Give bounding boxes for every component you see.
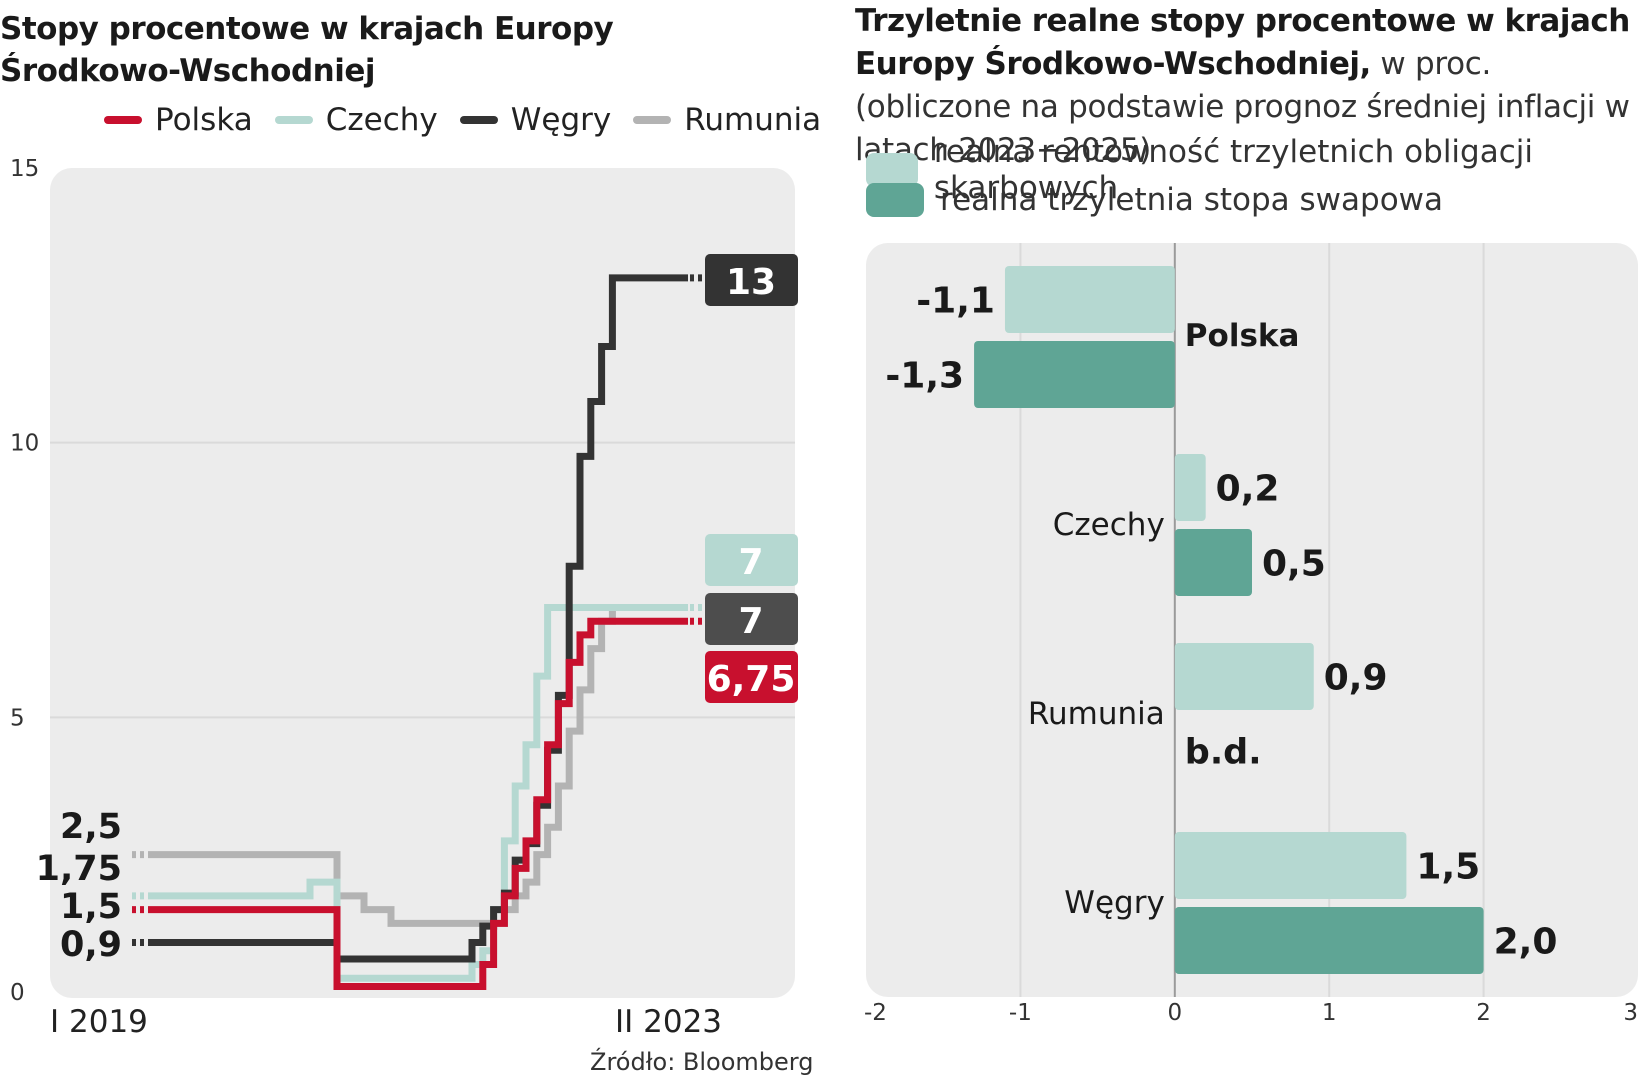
series-line-czechy: [148, 603, 688, 982]
left-gridlines: [50, 441, 795, 719]
category-label-polska: Polska: [1185, 318, 1300, 354]
left-y-tick: 15: [10, 156, 39, 182]
right-chart-title: Trzyletnie realne stopy procentowe w kra…: [855, 0, 1643, 172]
legend-label-wegry: Węgry: [510, 102, 612, 138]
legend-label-rumunia: Rumunia: [684, 102, 822, 138]
right-plot-background: [866, 243, 1638, 997]
right-legend-swatch-obligacje: [866, 153, 918, 187]
left-chart-title: Stopy procentowe w krajach Europy Środko…: [0, 8, 800, 92]
no-data-label: b.d.: [1185, 733, 1262, 773]
bar-węgry-swap: [1174, 907, 1484, 974]
right-title-normal: w proc. (obliczone na podstawie prognoz …: [855, 46, 1630, 168]
left-y-tick: 5: [10, 705, 25, 731]
left-y-tick: 10: [10, 431, 39, 457]
bar-value-label: -1,3: [885, 356, 964, 397]
legend-item-polska: Polska: [104, 102, 253, 138]
bar-węgry-obligacje: [1174, 832, 1407, 899]
left-y-tick: 0: [10, 980, 25, 1006]
x-label-end: II 2023: [615, 1004, 722, 1040]
left-title-line2: Środkowo-Wschodniej: [0, 53, 376, 89]
end-value-badge: 7: [705, 593, 798, 645]
legend-label-polska: Polska: [155, 102, 253, 138]
end-value-text: 7: [738, 601, 763, 642]
legend-swatch-rumunia: [633, 116, 672, 124]
end-value-text: 13: [726, 262, 776, 303]
start-value-label: 1,75: [36, 849, 122, 889]
start-value-label: 1,5: [60, 887, 122, 927]
end-value-badge: 6,75: [705, 651, 798, 703]
right-x-tick: 3: [1623, 1000, 1638, 1026]
legend-swatch-polska: [104, 116, 142, 124]
end-value-badge: 7: [705, 534, 798, 586]
right-x-ticks: -2 -1 0 1 2 3: [864, 1000, 1638, 1026]
right-legend-swatch-swap: [866, 183, 924, 217]
right-bars-group: -1,1 -1,3 0,2 0,5 0,9 b.d. 1,5 2,0: [885, 266, 1557, 974]
left-y-ticks: 15 10 5 0: [10, 156, 39, 1006]
bar-rumunia-obligacje: [1174, 643, 1314, 710]
category-label-czechy: Czechy: [1053, 507, 1165, 543]
legend-swatch-wegry: [459, 116, 498, 124]
bar-polska-swap: [974, 341, 1175, 408]
left-start-labels: 2,51,751,50,9: [36, 807, 122, 965]
bar-value-label: 0,5: [1262, 544, 1326, 585]
right-category-labels: Polska Czechy Rumunia Węgry: [1028, 318, 1300, 921]
bar-value-label: 2,0: [1494, 922, 1558, 963]
end-value-text: 6,75: [707, 659, 796, 700]
bar-czechy-obligacje: [1174, 454, 1206, 521]
right-x-tick: 2: [1476, 1000, 1491, 1026]
end-value-badge: 13: [705, 254, 798, 306]
left-chart: 15 10 5 0 2,51,751,50,9 13 7 7 6,75 I 2019 II …: [10, 156, 798, 1040]
end-value-text: 7: [738, 542, 763, 583]
legend-item-wegry: Węgry: [459, 102, 612, 138]
end-value-badge-bg: [705, 593, 798, 645]
left-title-line1: Stopy procentowe w krajach Europy: [0, 11, 614, 47]
bar-value-label: 0,2: [1216, 469, 1280, 510]
left-legend: Polska Czechy Węgry Rumunia: [104, 100, 843, 140]
legend-label-czechy: Czechy: [325, 102, 438, 138]
right-x-tick: -1: [1009, 1000, 1032, 1026]
right-x-tick: 0: [1167, 1000, 1182, 1026]
series-line-polska: [148, 617, 688, 991]
legend-swatch-czechy: [274, 116, 313, 124]
right-legend-label-swap: realna trzyletnia stopa swapowa: [940, 182, 1444, 218]
end-value-badge-bg: [705, 534, 798, 586]
right-legend-item-swap: realna trzyletnia stopa swapowa: [866, 182, 1443, 218]
x-label-start: I 2019: [50, 1004, 148, 1040]
right-x-tick: -2: [864, 1000, 887, 1026]
source-note: Źródło: Bloomberg: [590, 1048, 814, 1076]
category-label-węgry: Węgry: [1064, 885, 1165, 921]
legend-item-rumunia: Rumunia: [633, 102, 821, 138]
start-value-label: 2,5: [60, 807, 122, 847]
right-legend-item-obligacje: realna rentowność trzyletnich obligacji …: [866, 134, 1643, 206]
right-legend-label-obligacje: realna rentowność trzyletnich obligacji …: [933, 134, 1533, 206]
left-plot-background: [50, 168, 795, 998]
bar-polska-obligacje: [1004, 266, 1175, 333]
bar-value-label: 1,5: [1416, 847, 1480, 888]
end-value-badge-bg: [705, 651, 798, 703]
legend-item-czechy: Czechy: [274, 102, 438, 138]
category-label-rumunia: Rumunia: [1028, 696, 1165, 732]
bar-czechy-swap: [1174, 529, 1252, 596]
start-value-label: 0,9: [60, 925, 122, 965]
left-series-group: [132, 274, 702, 991]
end-value-badge-bg: [705, 254, 798, 306]
right-x-tick: 1: [1322, 1000, 1337, 1026]
bar-value-label: -1,1: [916, 281, 995, 322]
bar-value-label: 0,9: [1324, 658, 1388, 699]
right-title-bold: Trzyletnie realne stopy procentowe w kra…: [855, 3, 1630, 82]
left-end-labels: 13 7 7 6,75: [705, 254, 798, 703]
